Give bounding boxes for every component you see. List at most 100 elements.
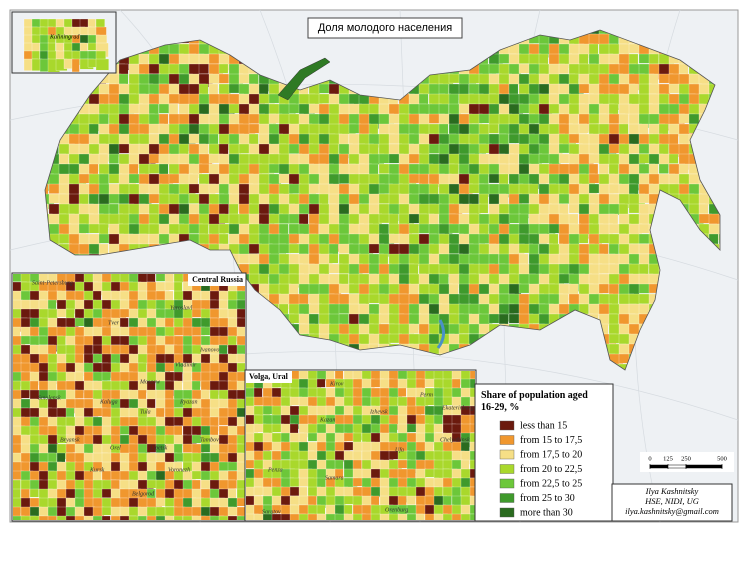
region: [558, 193, 571, 204]
region: [65, 443, 76, 453]
legend-label: from 25 to 30: [520, 493, 575, 504]
region: [218, 63, 229, 74]
region: [578, 163, 591, 176]
region: [178, 193, 190, 205]
city-label: Kaluga: [99, 399, 118, 405]
city-label: Ivanovo: [199, 347, 219, 353]
region: [658, 163, 669, 174]
region: [408, 323, 419, 334]
region: [128, 163, 139, 176]
region: [74, 344, 85, 355]
region: [618, 43, 630, 56]
city-label: Yaroslavl: [170, 305, 193, 311]
region: [39, 42, 49, 53]
region: [448, 93, 459, 106]
city-label: Ufa: [395, 446, 404, 453]
region: [368, 193, 380, 205]
region: [648, 73, 659, 85]
region: [328, 253, 339, 264]
region: [648, 53, 659, 65]
region: [308, 183, 321, 194]
region: [148, 153, 160, 164]
region: [155, 274, 167, 282]
region: [78, 223, 90, 234]
region: [568, 203, 581, 214]
region: [528, 263, 540, 275]
region: [218, 143, 229, 156]
region: [598, 163, 609, 175]
region: [31, 42, 41, 53]
legend-label: from 15 to 17,5: [520, 435, 582, 446]
region: [388, 253, 401, 266]
region: [58, 233, 71, 244]
city-label: Smolensk: [38, 395, 61, 401]
region: [398, 113, 411, 126]
region: [578, 233, 589, 244]
legend-swatch: [499, 507, 515, 518]
inset-label: Central Russia: [192, 275, 243, 284]
inset-label: Kaliningrad: [49, 34, 80, 40]
region: [316, 423, 328, 434]
region: [45, 183, 49, 197]
region: [39, 50, 49, 60]
region: [308, 313, 319, 326]
region: [358, 193, 370, 205]
region: [379, 486, 390, 498]
legend-label: from 20 to 22,5: [520, 464, 582, 475]
region: [198, 63, 209, 75]
region: [128, 389, 139, 400]
region: [558, 243, 571, 255]
region: [370, 513, 381, 520]
region: [608, 333, 620, 344]
region: [418, 113, 430, 125]
scale-tick-label: 0: [648, 455, 651, 462]
region: [289, 486, 301, 497]
region: [528, 243, 539, 256]
region: [198, 133, 210, 145]
region: [648, 113, 661, 125]
region: [408, 123, 421, 135]
legend-swatch: [499, 420, 515, 431]
region: [424, 459, 436, 470]
region: [468, 263, 481, 276]
region: [408, 223, 420, 234]
region: [718, 213, 720, 228]
region: [246, 459, 256, 469]
region: [118, 153, 131, 165]
city-label: Ekaterinburg: [441, 405, 474, 411]
region: [56, 452, 66, 463]
region: [538, 213, 551, 224]
region: [228, 233, 240, 245]
region: [289, 495, 300, 506]
region: [191, 479, 201, 490]
region: [48, 183, 60, 194]
region: [87, 58, 97, 68]
region: [558, 63, 569, 74]
region: [433, 423, 443, 433]
region: [370, 495, 380, 507]
region: [478, 203, 489, 214]
legend-swatch: [499, 464, 515, 474]
region: [236, 362, 245, 373]
region: [508, 173, 520, 185]
region: [98, 93, 110, 105]
region: [200, 470, 212, 481]
region: [406, 396, 416, 407]
region: [438, 303, 451, 316]
region: [268, 163, 280, 174]
region: [668, 83, 680, 94]
region: [38, 326, 49, 338]
region: [20, 362, 32, 373]
city-label: Samara: [325, 475, 344, 481]
region: [38, 335, 49, 346]
region: [262, 441, 274, 451]
region: [71, 18, 81, 29]
region: [451, 378, 461, 390]
city-label: Kirov: [329, 381, 344, 387]
city-label: Belgorod: [132, 491, 155, 497]
region: [38, 290, 50, 301]
legend-swatch: [499, 449, 515, 460]
legend-label: from 17,5 to 20: [520, 449, 582, 460]
region: [338, 303, 351, 314]
region: [498, 173, 509, 185]
